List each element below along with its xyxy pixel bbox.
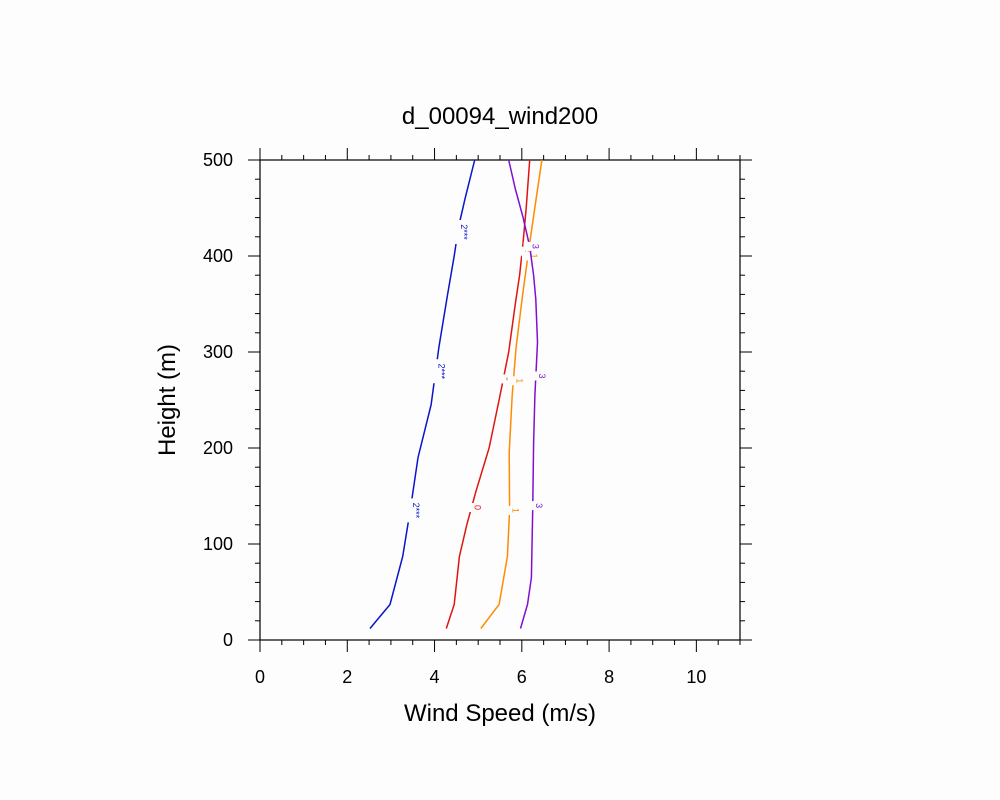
x-tick-labels: 0 2 4 6 8 10: [255, 667, 706, 687]
series-label: 1: [514, 378, 524, 383]
x-tick-label: 4: [430, 667, 440, 687]
x-tick-label: 10: [686, 667, 706, 687]
series-label: 2***: [459, 224, 469, 240]
series-label-bg: [465, 503, 478, 513]
series-0: 2*** 2*** 2***: [369, 159, 476, 629]
x-tick-label: 8: [604, 667, 614, 687]
x-tick-label: 0: [255, 667, 265, 687]
series-line: [445, 159, 531, 629]
series-label-bg: [507, 376, 520, 386]
plot-area: [259, 159, 741, 641]
y-tick-labels: 0 100 200 300 400 500: [203, 150, 233, 650]
chart-title: d_00094_wind200: [402, 103, 598, 130]
series-label: 2***: [411, 503, 421, 519]
series-layer: 2***2***2***000111333: [369, 159, 547, 629]
series-label-bg: [526, 501, 539, 511]
series-label-bg: [529, 371, 542, 381]
y-tick-label: 500: [203, 150, 233, 170]
x-tick-label: 6: [517, 667, 527, 687]
minor-ticks: [255, 155, 745, 645]
series-3: 3 3 3: [507, 159, 547, 629]
y-tick-label: 0: [223, 630, 233, 650]
y-tick-label: 400: [203, 246, 233, 266]
series-label-bg: [497, 374, 510, 384]
series-label-bg: [451, 220, 464, 244]
series-label-bg: [404, 498, 417, 523]
y-tick-label: 300: [203, 342, 233, 362]
series-label: 3: [534, 503, 544, 508]
x-tick-label: 2: [342, 667, 352, 687]
series-label-bg: [523, 241, 536, 251]
series-label-bg: [429, 359, 442, 384]
series-label-bg: [516, 246, 529, 256]
series-line: [480, 159, 543, 629]
y-axis-title: Height (m): [154, 344, 181, 456]
series-line: [507, 159, 539, 629]
series-label-bg: [521, 251, 534, 261]
series-2: 1 1 1: [480, 159, 543, 629]
x-axis-title: Wind Speed (m/s): [404, 700, 596, 727]
series-label: 3: [531, 244, 541, 249]
major-ticks: [248, 148, 752, 652]
series-label: 1: [529, 253, 539, 258]
series-label: 1: [511, 508, 521, 513]
plot-frame: [259, 159, 741, 641]
y-tick-label: 100: [203, 534, 233, 554]
series-label: 0: [473, 505, 483, 510]
series-label: 2***: [437, 363, 447, 379]
series-label-bg: [503, 505, 516, 515]
series-label: 3: [537, 373, 547, 378]
y-tick-label: 200: [203, 438, 233, 458]
